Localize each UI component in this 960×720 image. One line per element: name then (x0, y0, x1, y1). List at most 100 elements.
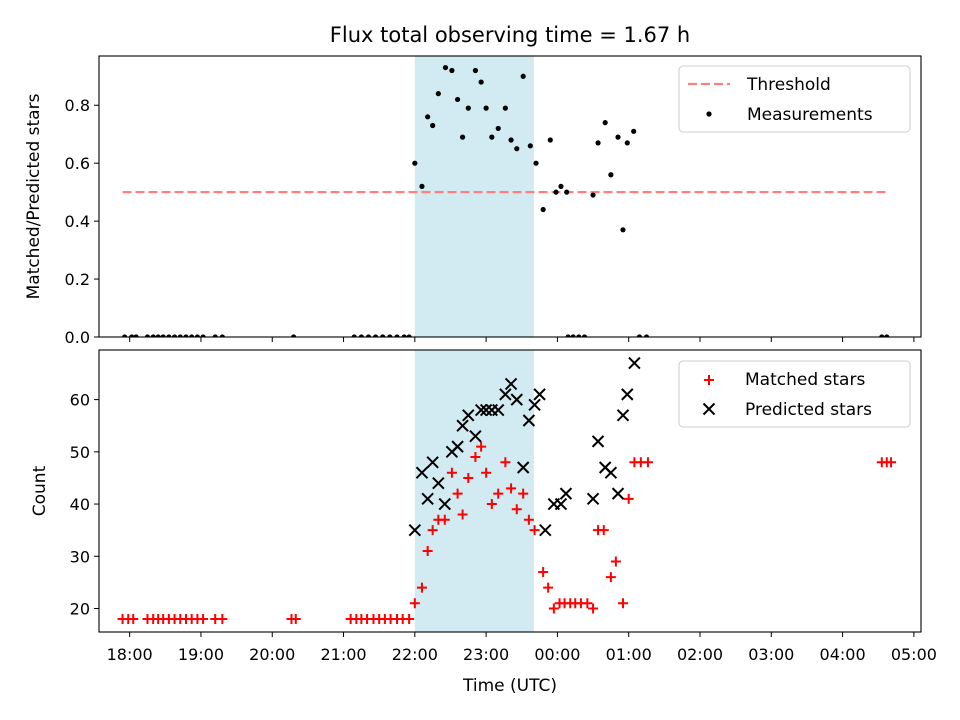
measurement-point (595, 140, 601, 146)
legend-predicted-label: Predicted stars (745, 400, 872, 420)
matched-star-marker (548, 603, 559, 614)
predicted-star-marker (539, 523, 552, 537)
predicted-star-marker (559, 487, 573, 500)
measurement-point (412, 160, 418, 166)
measurement-point (144, 334, 151, 337)
matched-star-marker (409, 598, 420, 609)
x-tick-label: 05:00 (891, 645, 937, 664)
predicted-star-marker (438, 497, 451, 511)
matched-star-marker (481, 467, 492, 478)
predicted-star-marker (479, 403, 493, 417)
measurement-point (365, 334, 372, 337)
matched-star-marker (538, 566, 549, 577)
measurement-point (602, 120, 608, 126)
matched-star-marker (582, 598, 593, 609)
measurement-point (394, 334, 400, 337)
predicted-star-marker (522, 414, 536, 427)
predicted-star-marker (611, 487, 625, 500)
measurement-point (449, 67, 455, 74)
measurement-point (459, 134, 466, 140)
axes-frame (98, 55, 922, 338)
axes-frame (98, 349, 922, 633)
matched-star-marker (617, 598, 628, 609)
legend-box (678, 65, 911, 133)
y-tick-label: 0.6 (65, 154, 90, 173)
measurement-point (171, 334, 178, 337)
legend-matched-label: Matched stars (745, 370, 865, 390)
matched-star-marker (493, 488, 504, 499)
matched-star-marker (588, 603, 599, 614)
matched-star-marker (605, 572, 616, 583)
y-axis-label: Matched/Predicted stars (24, 93, 44, 299)
matched-star-marker (610, 556, 621, 567)
measurement-point (631, 128, 637, 134)
measurement-point (643, 334, 650, 337)
measurement-point (608, 172, 614, 178)
measurement-point (129, 334, 135, 337)
legend-box (678, 360, 911, 428)
matched-star-marker (416, 582, 427, 593)
predicted-star-marker (408, 523, 422, 537)
measurement-point (540, 206, 546, 213)
measurement-point (442, 64, 449, 71)
predicted-star-marker (421, 492, 434, 506)
predicted-star-marker (621, 388, 634, 401)
matched-star-marker (486, 499, 497, 510)
measurement-point (133, 334, 139, 337)
measurement-point (624, 140, 630, 146)
measurement-point (166, 334, 172, 337)
predicted-star-marker (474, 403, 488, 417)
y-tick-label: 0.8 (65, 96, 90, 115)
predicted-star-marker (554, 497, 568, 511)
x-tick-label: 02:00 (677, 645, 723, 664)
matched-star-marker (452, 488, 463, 499)
bottom-panel: 20 30 40 50 60 18:00 19:00 20:00 21:00 22:00 23:00… (30, 349, 937, 664)
measurement-point (502, 105, 508, 111)
matched-star-marker (523, 514, 534, 525)
measurement-point (419, 183, 425, 189)
matched-star-marker (422, 546, 433, 557)
matched-star-marker (427, 525, 438, 536)
plot-area (122, 56, 890, 337)
matched-star-marker (476, 441, 487, 452)
measurement-point (620, 227, 626, 233)
predicted-star-marker (533, 388, 546, 401)
x-tick-label: 21:00 (320, 645, 366, 664)
measurement-point (590, 192, 596, 198)
matched-star-marker (463, 472, 474, 483)
measurement-point (565, 334, 571, 337)
measurement-point (564, 189, 570, 195)
predicted-star-marker (586, 492, 600, 506)
legend-predicted-swatch (702, 402, 716, 416)
y-tick-label: 50 (70, 443, 90, 462)
x-tick-label: 20:00 (249, 645, 295, 664)
measurement-point (553, 189, 559, 195)
matched-star-marker (404, 613, 415, 624)
measurement-point (478, 79, 484, 85)
measurement-point (547, 137, 553, 143)
x-tick-label: 19:00 (178, 645, 224, 664)
measurement-point (430, 122, 436, 129)
legend-measurements-swatch (706, 111, 712, 117)
y-tick-label: 40 (70, 495, 90, 514)
measurement-point (514, 146, 520, 152)
measurement-point (122, 334, 128, 337)
y-tick-label: 0.4 (65, 212, 90, 231)
measurement-point (581, 334, 588, 337)
predicted-star-marker (462, 409, 475, 422)
measurement-point (212, 334, 218, 337)
x-tick-label: 23:00 (463, 645, 509, 664)
matched-star-marker (470, 452, 481, 463)
predicted-star-marker (469, 429, 482, 443)
measurement-point (508, 137, 514, 143)
measurement-point (219, 334, 225, 337)
matched-star-marker (439, 514, 450, 525)
legend-measurements-label: Measurements (747, 105, 873, 125)
matched-star-marker (518, 488, 529, 499)
measurement-point (401, 334, 407, 337)
predicted-star-marker (616, 409, 630, 422)
measurement-point (527, 143, 533, 149)
matched-star-marker (500, 457, 511, 468)
measurement-point (200, 334, 206, 337)
